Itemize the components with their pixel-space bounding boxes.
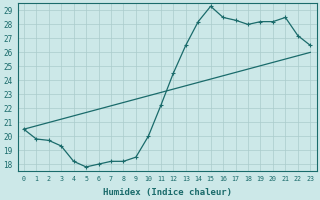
X-axis label: Humidex (Indice chaleur): Humidex (Indice chaleur) [102, 188, 232, 197]
